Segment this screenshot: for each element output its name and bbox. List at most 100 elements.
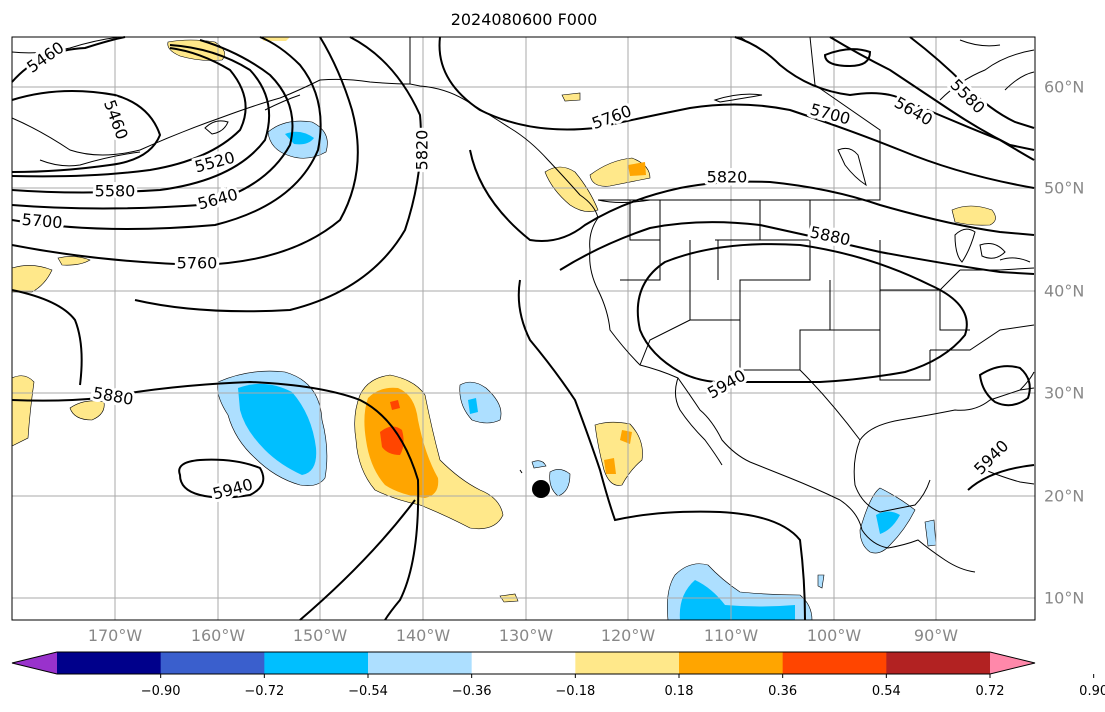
blue-anomaly-patch: [679, 580, 795, 620]
colorbar-segment: [57, 652, 162, 674]
positive-anomaly-patch: [57, 256, 91, 266]
colorbar-segment: [782, 652, 887, 674]
contour-5820: [11, 289, 83, 386]
border: [879, 330, 931, 381]
contour-label-halo: 5580: [95, 182, 136, 201]
positive-anomaly-patch: [561, 92, 581, 102]
coastline: [409, 37, 976, 573]
contour-5760: [438, 36, 1035, 189]
coastline: [984, 469, 1035, 485]
blue-anomaly-patch: [459, 381, 502, 424]
contour-label: 5520: [193, 148, 237, 177]
contour-5640: [829, 36, 1035, 151]
contour-label: 5460: [23, 38, 67, 77]
positive-anomaly-patch: [544, 166, 599, 212]
contour-5820: [134, 36, 422, 313]
coastline: [204, 120, 229, 135]
contour-5460: [11, 90, 162, 173]
longitude-label: 140°W: [395, 626, 451, 645]
contour-label: 5700: [21, 210, 63, 232]
colorbar-segment: [575, 652, 680, 674]
contour-label: 5640: [891, 93, 936, 130]
great-lakes: [979, 243, 1006, 259]
colorbar-tick-label: −0.36: [451, 684, 492, 699]
border: [598, 36, 881, 201]
border: [639, 319, 691, 366]
latitude-label: 20°N: [1044, 486, 1085, 506]
longitude-label: 100°W: [806, 626, 862, 645]
shaded-anomaly-field: [11, 37, 996, 621]
colorbar-tick-label: 0.36: [768, 684, 798, 699]
positive-anomaly-patch: [69, 400, 105, 421]
contour-5520: [11, 47, 247, 178]
coastline: [713, 93, 763, 103]
blue-anomaly-patch: [876, 511, 900, 534]
contour-5460: [11, 36, 126, 83]
coastline: [11, 78, 411, 156]
contour-5580: [909, 36, 1035, 129]
border: [799, 369, 861, 441]
contour-5700: [11, 36, 322, 230]
coastline: [959, 39, 1001, 47]
longitude-label: 130°W: [498, 626, 554, 645]
coastline: [674, 377, 723, 466]
coastline: [859, 387, 1035, 441]
hawaii-islands: [519, 469, 523, 474]
longitude-label: 120°W: [600, 626, 656, 645]
border: [960, 267, 1035, 271]
contour-label-halo: 5760: [177, 254, 218, 273]
colorbar-tick-label: 0.18: [664, 684, 694, 699]
contour-5640: [11, 39, 294, 210]
contour-5700: [734, 36, 1035, 161]
contour-label: 5580: [95, 182, 136, 201]
positive-anomaly-patch: [951, 205, 996, 226]
contour-5880-east: [559, 221, 1035, 275]
latitude-label: 60°N: [1044, 77, 1085, 97]
colorbar-extend-low: [12, 652, 57, 674]
colorbar-segment: [679, 652, 784, 674]
colorbar-extend-high: [990, 652, 1035, 674]
contour-5580: [11, 44, 271, 194]
longitude-label: 150°W: [292, 626, 348, 645]
contour-label: 5460: [100, 97, 132, 142]
contour-label: 5940: [211, 475, 255, 504]
longitude-label: 160°W: [190, 626, 246, 645]
colorbar-tick-label: 0.72: [975, 684, 1005, 699]
colorbar-tick-label: −0.54: [348, 684, 388, 699]
positive-anomaly-patch: [604, 458, 616, 474]
blue-anomaly-patch: [468, 398, 478, 414]
colorbar: [11, 651, 1095, 678]
contour-5820-east: [469, 149, 1035, 242]
latitude-label: 10°N: [1044, 588, 1085, 608]
positive-anomaly-patch: [628, 162, 646, 176]
storm-marker: [532, 480, 550, 498]
colorbar-tick-label: 0.90: [1079, 684, 1105, 699]
latitude-label: 50°N: [1044, 178, 1085, 198]
border: [629, 200, 661, 241]
longitude-label: 90°W: [913, 626, 959, 645]
positive-anomaly-patch: [167, 39, 226, 61]
colorbar-segment: [368, 652, 473, 674]
longitude-label: 110°W: [703, 626, 759, 645]
latitude-label: 30°N: [1044, 383, 1085, 403]
map-frame: [11, 36, 1036, 621]
contour-label-halo: 5820: [707, 168, 748, 187]
border: [715, 200, 761, 241]
contour-label: 5880: [808, 222, 852, 249]
contour-label: 5820: [413, 130, 432, 171]
longitude-label: 170°W: [87, 626, 143, 645]
colorbar-segment: [264, 652, 369, 674]
contour-label: 5760: [177, 254, 218, 273]
border: [689, 200, 811, 321]
colorbar-outline: [11, 651, 1036, 675]
blue-anomaly-patch: [238, 383, 317, 475]
contour-5880: [11, 380, 420, 621]
colorbar-segment: [471, 652, 576, 674]
graticule: [12, 37, 1035, 620]
border: [620, 240, 661, 281]
contour-label: 5760: [589, 101, 634, 133]
colorbar-tick-label: −0.18: [555, 684, 596, 699]
contour-label-halo: 5820: [413, 130, 432, 171]
